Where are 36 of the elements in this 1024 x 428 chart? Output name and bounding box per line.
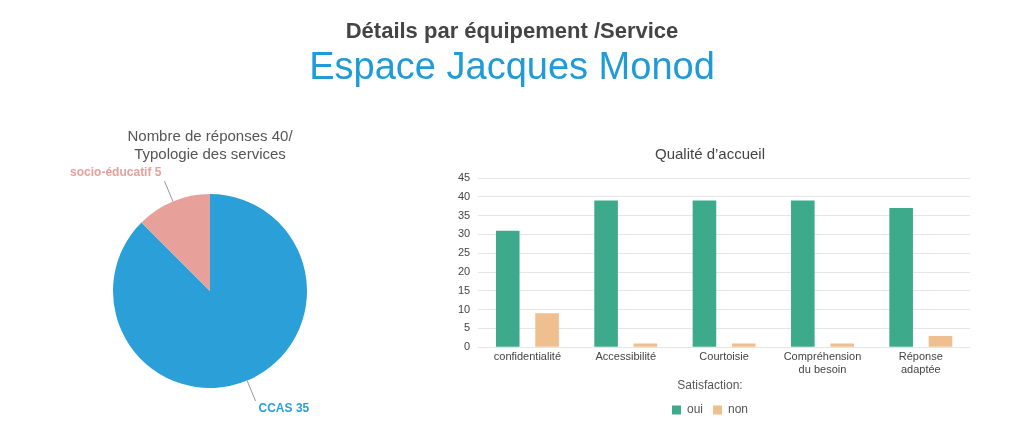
bar xyxy=(731,343,756,347)
y-tick-label: 0 xyxy=(464,340,471,353)
data-label: 5 xyxy=(154,165,162,180)
y-tick-label: 5 xyxy=(464,321,471,334)
chart-title: Qualité d’accueil xyxy=(654,145,766,163)
x-tick-label: Compréhension du besoin xyxy=(783,349,862,376)
x-tick-label: Accessibilité xyxy=(595,349,657,362)
y-tick-label: 25 xyxy=(457,246,471,259)
y-tick-label: 30 xyxy=(457,227,471,240)
bar xyxy=(889,208,913,347)
chart-title: Nombre de réponses 40/ Typologie des services xyxy=(127,127,294,163)
bar xyxy=(830,343,854,347)
bar xyxy=(928,335,953,347)
bar xyxy=(692,200,717,347)
legend-label: oui xyxy=(686,402,703,417)
x-tick-label: Réponse adaptée xyxy=(898,349,943,376)
y-tick-label: 35 xyxy=(457,208,471,221)
bar xyxy=(791,200,815,347)
x-tick-label: confidentialité xyxy=(493,349,562,362)
data-label: 35 xyxy=(295,401,310,416)
text: Détails par équipement /Service xyxy=(344,18,680,44)
bar xyxy=(633,343,658,347)
y-tick-label: 40 xyxy=(457,189,471,202)
y-tick-label: 10 xyxy=(457,302,471,315)
x-tick-label: Courtoisie xyxy=(699,349,749,362)
bar xyxy=(535,313,559,347)
bar xyxy=(495,230,520,347)
slice-label: socio-éducatif xyxy=(70,165,155,180)
y-tick-label: 45 xyxy=(457,171,471,184)
legend-title: Satisfaction: xyxy=(677,377,743,392)
legend-label: non xyxy=(728,402,749,417)
text: Espace Jacques Monod xyxy=(308,44,716,88)
y-tick-label: 15 xyxy=(457,283,471,296)
bar xyxy=(594,200,618,347)
y-tick-label: 20 xyxy=(457,265,471,278)
slice-label: CCAS xyxy=(258,401,296,416)
